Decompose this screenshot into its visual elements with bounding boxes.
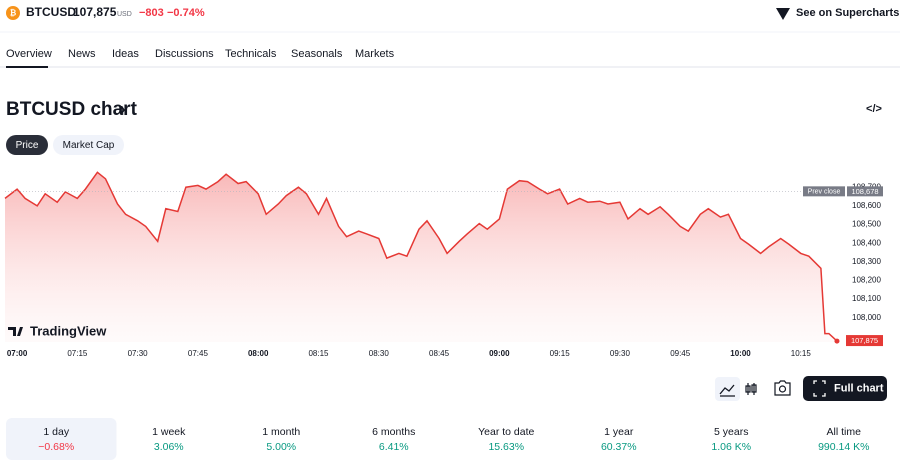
chart: 108,000 108,100 108,200 108,300 108,400 108,5…: [4, 171, 883, 358]
period-change: −0.68%: [38, 441, 74, 453]
coin-icon: [6, 6, 20, 20]
section-title[interactable]: BTCUSD chart: [6, 99, 138, 120]
period-bar: 1 day −0.68% 1 week 3.06% 1 month 5.00% 6 mont…: [6, 418, 869, 460]
period-change: 6.41%: [379, 441, 409, 453]
period-change: 990.14 K%: [818, 441, 869, 453]
tab[interactable]: Markets: [355, 48, 395, 60]
tab[interactable]: News: [68, 48, 96, 60]
prev-close-value-tag: [847, 186, 883, 197]
tab[interactable]: Seasonals: [291, 48, 343, 60]
tab[interactable]: Discussions: [155, 48, 214, 60]
period-name[interactable]: All time: [827, 426, 862, 438]
x-tick-label: 07:30: [128, 349, 149, 358]
period-name[interactable]: Year to date: [478, 426, 534, 438]
watermark: TradingView: [30, 323, 107, 338]
tab[interactable]: Ideas: [112, 48, 139, 60]
y-tick-label: 108,100: [852, 294, 881, 303]
period-name[interactable]: 1 month: [262, 426, 300, 438]
period-name[interactable]: 1 week: [152, 426, 186, 438]
x-tick-label: 07:00: [7, 349, 28, 358]
price: 107,875: [73, 5, 117, 19]
x-tick-label: 09:00: [489, 349, 510, 358]
x-tick-label: 09:15: [550, 349, 571, 358]
x-tick-label: 10:15: [791, 349, 812, 358]
supercharts-link[interactable]: See on Supercharts: [796, 7, 899, 19]
change-percent: −0.74%: [167, 7, 205, 19]
last-price-label: 107,875: [851, 336, 878, 345]
area-chart-toggle[interactable]: [715, 377, 740, 401]
x-tick-label: 09:30: [610, 349, 631, 358]
x-tick-label: 08:00: [248, 349, 269, 358]
period-change: 60.37%: [601, 441, 637, 453]
coin-glyph: ₿: [10, 9, 17, 18]
period-change: 15.63%: [488, 441, 524, 453]
embed-icon[interactable]: </>: [866, 103, 882, 115]
price-button[interactable]: Price: [16, 140, 39, 151]
snapshot-icon[interactable]: [774, 380, 791, 396]
watermark-logo: [8, 327, 23, 336]
tab[interactable]: Technicals: [225, 48, 277, 60]
y-tick-label: 108,400: [852, 238, 881, 247]
last-point: [834, 338, 840, 344]
section-chevron[interactable]: ›: [119, 98, 126, 120]
full-chart-icon: [813, 380, 826, 397]
x-tick-label: 09:45: [670, 349, 691, 358]
y-tick-label: 108,300: [852, 257, 881, 266]
full-chart-button-bg[interactable]: [803, 376, 887, 401]
change: −803: [139, 7, 164, 19]
prev-close-value: 108,678: [851, 187, 878, 196]
x-tick-label: 08:45: [429, 349, 450, 358]
tab-bar: Overview News Ideas Discussions Technicals Se…: [6, 48, 395, 60]
prev-close-name: Prev close: [808, 189, 841, 196]
area-fill: [5, 172, 837, 342]
x-tick-label: 08:15: [308, 349, 329, 358]
tab[interactable]: Overview: [6, 48, 52, 60]
period-change: 1.06 K%: [711, 441, 751, 453]
y-tick-label: 108,500: [852, 220, 881, 229]
full-chart-button[interactable]: Full chart: [834, 382, 884, 394]
y-tick-label: 108,600: [852, 201, 881, 210]
prev-close-tag: [803, 186, 845, 197]
market-cap-button[interactable]: Market Cap: [63, 140, 115, 151]
x-tick-label: 07:15: [67, 349, 88, 358]
candles-icon[interactable]: [745, 383, 757, 395]
x-tick-label: 07:45: [188, 349, 209, 358]
period-name[interactable]: 6 months: [372, 426, 415, 438]
snapshot-lens: [778, 385, 787, 393]
price-button-bg[interactable]: [6, 135, 48, 155]
symbol: BTCUSD: [26, 5, 76, 19]
x-tick-label: 08:30: [369, 349, 390, 358]
period-name[interactable]: 5 years: [714, 426, 748, 438]
x-tick-label: 10:00: [730, 349, 751, 358]
period-name[interactable]: 1 year: [604, 426, 634, 438]
period-name[interactable]: 1 day: [43, 426, 69, 438]
y-tick-label: 108,000: [852, 313, 881, 322]
market-cap-button-bg[interactable]: [53, 135, 124, 155]
last-price-tag: [846, 335, 883, 347]
area-chart-icon: [719, 384, 735, 397]
currency: USD: [117, 11, 132, 18]
period-change: 5.00%: [266, 441, 296, 453]
period-change: 3.06%: [154, 441, 184, 453]
price-line: [4, 171, 838, 342]
y-tick-label: 108,200: [852, 276, 881, 285]
supercharts-icon: [776, 8, 790, 20]
period-selected-bg: [6, 418, 117, 460]
